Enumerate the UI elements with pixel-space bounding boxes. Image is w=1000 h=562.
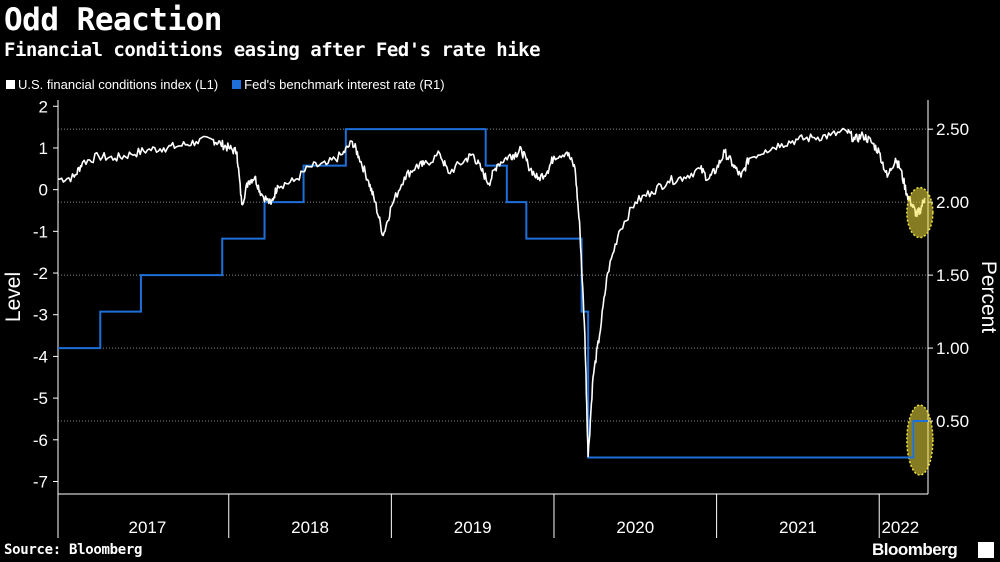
right-tick-label: 1.00: [936, 339, 969, 358]
fed-rate-latest-step: [895, 420, 928, 459]
legend-swatch-fed: [232, 80, 242, 89]
right-axis-title: Percent: [977, 261, 1000, 334]
legend-label-fed: Fed's benchmark interest rate (R1): [244, 77, 445, 92]
legend-item-fci: U.S. financial conditions index (L1): [6, 77, 218, 92]
x-tick-label: 2019: [454, 518, 492, 537]
highlight-ellipse-fci: [906, 186, 934, 239]
legend-swatch-fci: [6, 80, 15, 89]
left-tick-label: -1: [33, 222, 48, 241]
chart-subtitle: Financial conditions easing after Fed's …: [4, 39, 541, 61]
x-tick-label: 2017: [129, 518, 167, 537]
left-axis-title: Level: [2, 272, 25, 322]
highlight-ellipse-fed: [906, 404, 934, 476]
left-tick-label: 0: [39, 181, 48, 200]
right-tick-label: 0.50: [936, 412, 969, 431]
x-tick-label: 2018: [291, 518, 329, 537]
legend-label-fci: U.S. financial conditions index (L1): [18, 77, 219, 92]
legend-item-fed: Fed's benchmark interest rate (R1): [232, 77, 445, 92]
bloomberg-logo-icon: [978, 542, 994, 558]
fci-line: [57, 127, 926, 458]
left-tick-label: -4: [33, 347, 48, 366]
bloomberg-logo: Bloomberg: [872, 540, 958, 559]
right-tick-label: 2.50: [936, 120, 969, 139]
left-tick-label: -6: [33, 431, 48, 450]
source-note: Source: Bloomberg: [4, 542, 143, 558]
fed-rate-line: [58, 128, 928, 459]
chart-title: Odd Reaction: [4, 2, 222, 38]
left-tick-label: 2: [39, 97, 48, 116]
left-tick-label: -7: [33, 472, 48, 491]
right-tick-label: 1.50: [936, 266, 969, 285]
right-tick-label: 2.00: [936, 193, 969, 212]
x-tick-label: 2021: [779, 518, 817, 537]
left-tick-label: 1: [39, 139, 48, 158]
legend: U.S. financial conditions index (L1) Fed…: [6, 77, 445, 92]
left-tick-label: -5: [33, 389, 48, 408]
left-tick-label: -2: [33, 264, 48, 283]
x-tick-label: 2022: [881, 518, 919, 537]
left-tick-label: -3: [33, 306, 48, 325]
x-tick-label: 2020: [616, 518, 654, 537]
